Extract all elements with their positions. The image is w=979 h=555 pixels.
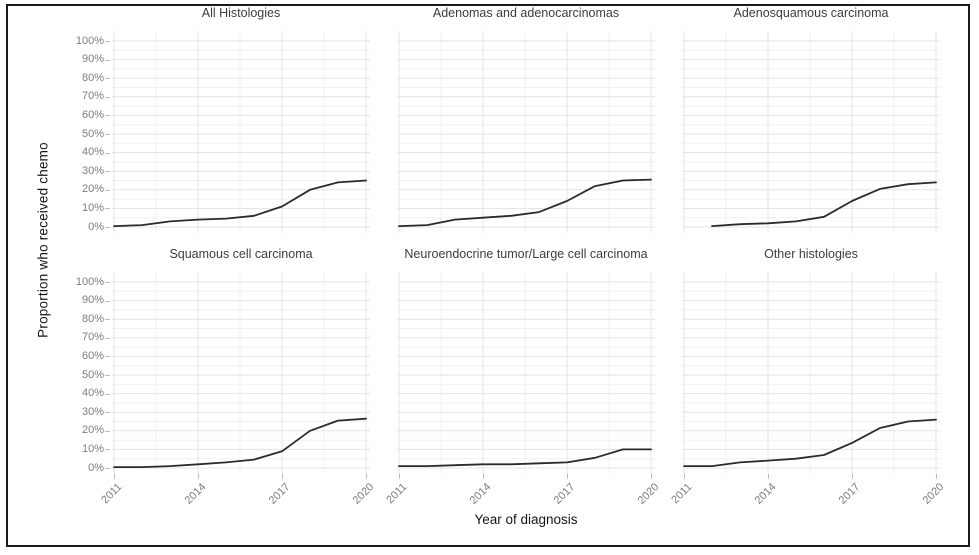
y-tick-mark bbox=[105, 375, 110, 376]
y-tick-label: 100% bbox=[75, 275, 104, 288]
y-tick-mark bbox=[105, 393, 110, 395]
y-tick-mark bbox=[105, 59, 110, 61]
facet-title-adenosquamous-carcinoma: Adenosquamous carcinoma bbox=[733, 6, 889, 20]
y-tick-mark bbox=[105, 412, 110, 414]
facet-title-other-histologies: Other histologies bbox=[764, 247, 858, 261]
y-tick-label: 40% bbox=[81, 146, 104, 159]
facet-plot-neuroendocrine-tumor-large-cell-carcinoma bbox=[397, 272, 655, 474]
facet-title-all-histologies: All Histologies bbox=[201, 6, 281, 20]
y-tick-mark bbox=[105, 96, 110, 98]
x-tick-mark bbox=[114, 474, 115, 479]
y-tick-mark bbox=[105, 300, 110, 302]
y-tick-mark bbox=[105, 449, 110, 451]
x-tick-mark bbox=[282, 474, 283, 479]
y-tick-mark bbox=[105, 227, 110, 228]
x-tick-mark bbox=[399, 474, 400, 479]
facet-plot-adenosquamous-carcinoma bbox=[682, 31, 940, 233]
y-tick-mark bbox=[105, 115, 110, 117]
facet-plot-squamous-cell-carcinoma bbox=[112, 272, 370, 474]
x-tick-mark bbox=[651, 474, 652, 479]
y-tick-mark bbox=[105, 41, 110, 42]
y-tick-label: 20% bbox=[81, 424, 104, 437]
y-tick-mark bbox=[105, 78, 110, 80]
facet-title-neuroendocrine-tumor-large-cell-carcinoma: Neuroendocrine tumor/Large cell carcinom… bbox=[404, 247, 648, 261]
y-tick-mark bbox=[105, 468, 110, 469]
y-tick-label: 80% bbox=[81, 71, 104, 84]
y-tick-mark bbox=[105, 171, 110, 173]
y-tick-label: 100% bbox=[75, 34, 104, 47]
x-tick-mark bbox=[483, 474, 484, 479]
x-tick-mark bbox=[567, 474, 568, 479]
x-tick-mark bbox=[684, 474, 685, 479]
y-tick-label: 0% bbox=[88, 220, 104, 233]
y-tick-mark bbox=[105, 152, 110, 154]
y-tick-label: 50% bbox=[81, 127, 104, 140]
data-line-other-histologies bbox=[683, 418, 937, 468]
facet-plot-all-histologies bbox=[112, 31, 370, 233]
y-tick-label: 80% bbox=[81, 312, 104, 325]
y-tick-mark bbox=[105, 430, 110, 432]
y-tick-label: 60% bbox=[81, 108, 104, 121]
data-line-squamous-cell-carcinoma bbox=[113, 417, 367, 469]
y-tick-label: 10% bbox=[81, 442, 104, 455]
y-tick-label: 50% bbox=[81, 368, 104, 381]
data-line-neuroendocrine-tumor-large-cell-carcinoma bbox=[398, 448, 652, 468]
x-tick-mark bbox=[768, 474, 769, 479]
facet-plot-other-histologies bbox=[682, 272, 940, 474]
y-tick-mark bbox=[105, 356, 110, 358]
y-tick-mark bbox=[105, 208, 110, 210]
x-axis-title: Year of diagnosis bbox=[474, 512, 578, 527]
facet-title-squamous-cell-carcinoma: Squamous cell carcinoma bbox=[169, 247, 313, 261]
facet-plot-adenomas-and-adenocarcinomas bbox=[397, 31, 655, 233]
y-tick-label: 40% bbox=[81, 387, 104, 400]
y-axis-title: Proportion who received chemo bbox=[35, 142, 51, 338]
y-tick-label: 10% bbox=[81, 201, 104, 214]
y-tick-label: 30% bbox=[81, 164, 104, 177]
data-line-all-histologies bbox=[113, 179, 367, 228]
y-tick-label: 30% bbox=[81, 405, 104, 418]
facet-title-adenomas-and-adenocarcinomas: Adenomas and adenocarcinomas bbox=[432, 6, 620, 20]
y-tick-label: 90% bbox=[81, 294, 104, 307]
y-tick-label: 70% bbox=[81, 90, 104, 103]
y-tick-mark bbox=[105, 134, 110, 135]
x-tick-mark bbox=[852, 474, 853, 479]
x-tick-mark bbox=[936, 474, 937, 479]
data-line-adenosquamous-carcinoma bbox=[711, 181, 937, 228]
y-tick-mark bbox=[105, 282, 110, 283]
y-tick-label: 20% bbox=[81, 183, 104, 196]
y-tick-mark bbox=[105, 337, 110, 339]
y-tick-mark bbox=[105, 189, 110, 191]
y-tick-mark bbox=[105, 319, 110, 321]
x-tick-mark bbox=[198, 474, 199, 479]
y-tick-label: 70% bbox=[81, 331, 104, 344]
y-tick-label: 90% bbox=[81, 53, 104, 66]
data-line-adenomas-and-adenocarcinomas bbox=[398, 178, 652, 228]
y-tick-label: 0% bbox=[88, 461, 104, 474]
x-tick-mark bbox=[366, 474, 367, 479]
y-tick-label: 60% bbox=[81, 349, 104, 362]
